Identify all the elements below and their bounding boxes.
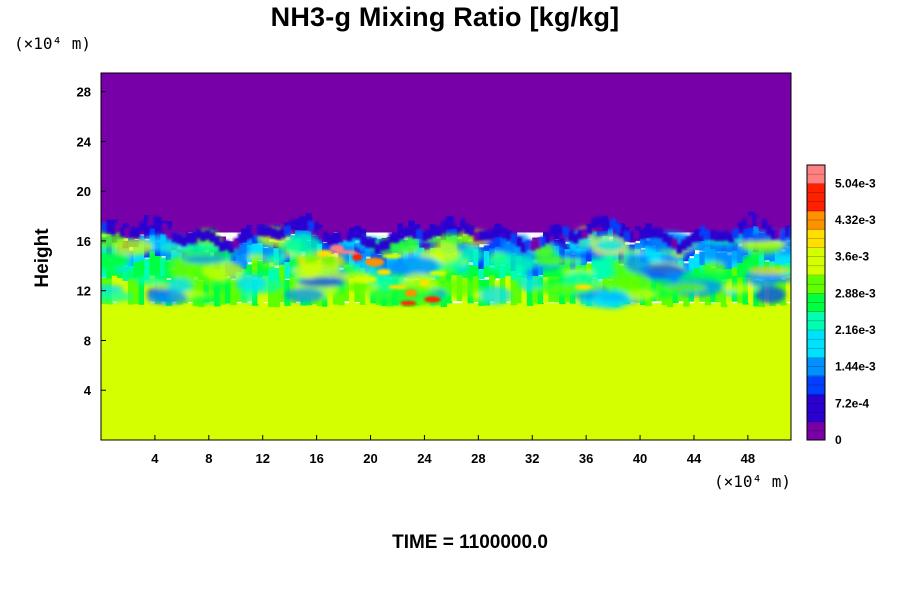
x-tick-label: 44	[687, 451, 702, 466]
plot-frame	[100, 72, 792, 441]
colorbar-segment	[807, 293, 825, 303]
colorbar-segment	[807, 210, 825, 221]
x-tick-label: 48	[741, 451, 755, 466]
colorbar-segment	[807, 339, 825, 349]
colorbar-segment	[807, 165, 825, 175]
y-tick-label: 8	[84, 333, 91, 348]
y-unit-label: (×10⁴ m)	[14, 34, 92, 53]
colorbar-segment	[807, 256, 825, 267]
x-tick-label: 24	[417, 451, 432, 466]
colorbar-segment	[807, 412, 825, 423]
x-unit-label: (×10⁴ m)	[714, 472, 792, 491]
colorbar-tick-label: 2.88e-3	[835, 286, 876, 300]
x-tick-label: 40	[633, 451, 647, 466]
colorbar-tick-label: 5.04e-3	[835, 176, 876, 190]
colorbar-segment	[807, 403, 825, 413]
chart-title: NH3-g Mixing Ratio [kg/kg]	[270, 2, 620, 32]
colorbar-tick-label: 1.44e-3	[835, 360, 876, 374]
x-tick-label: 36	[579, 451, 593, 466]
x-tick-label: 4	[151, 451, 159, 466]
y-tick-label: 28	[77, 85, 91, 100]
x-tick-label: 32	[525, 451, 539, 466]
x-tick-label: 16	[309, 451, 323, 466]
colorbar-segment	[807, 385, 825, 395]
colorbar-segment	[807, 357, 825, 368]
y-tick-label: 16	[77, 234, 91, 249]
colorbar-segment	[807, 247, 825, 258]
colorbar-segment	[807, 330, 825, 340]
colorbar-segment	[807, 174, 825, 184]
colorbar-segment	[807, 220, 825, 230]
y-tick-label: 4	[84, 383, 92, 398]
colorbar-segment	[807, 394, 825, 404]
colorbar-tick-label: 4.32e-3	[835, 213, 876, 227]
colorbar-segment	[807, 302, 825, 313]
x-tick-label: 20	[363, 451, 377, 466]
x-tick-label: 12	[255, 451, 269, 466]
colorbar-tick-label: 2.16e-3	[835, 323, 876, 337]
colorbar-segment	[807, 366, 825, 377]
colorbar-segment	[807, 375, 825, 386]
y-tick-label: 20	[77, 184, 91, 199]
region-upper	[101, 73, 791, 233]
colorbar-segment	[807, 229, 825, 239]
colorbar-segment	[807, 238, 825, 248]
colorbar-frame	[806, 164, 826, 441]
colorbar-segment	[807, 430, 825, 441]
time-label: TIME = 1100000.0	[392, 532, 548, 553]
colorbar-segment	[807, 192, 825, 203]
colorbar-segment	[807, 421, 825, 432]
colorbar-tick-label: 3.6e-3	[835, 250, 869, 264]
colorbar-segment	[807, 265, 825, 276]
colorbar-segment	[807, 320, 825, 331]
colorbar-segment	[807, 275, 825, 285]
colorbar-segment	[807, 348, 825, 358]
region-lower	[101, 303, 791, 440]
y-axis-label: Height	[32, 228, 53, 288]
colorbar-segment	[807, 284, 825, 294]
colorbar-tick-label: 7.2e-4	[835, 396, 869, 410]
colorbar-segment	[807, 183, 825, 193]
colorbar-segment	[807, 311, 825, 322]
y-tick-label: 24	[77, 134, 92, 149]
colorbar-tick-label: 0	[835, 433, 842, 447]
x-tick-label: 8	[205, 451, 212, 466]
region-cloud-layer	[101, 211, 791, 310]
colorbar-segment	[807, 201, 825, 212]
x-tick-label: 28	[471, 451, 485, 466]
y-tick-label: 12	[77, 284, 91, 299]
